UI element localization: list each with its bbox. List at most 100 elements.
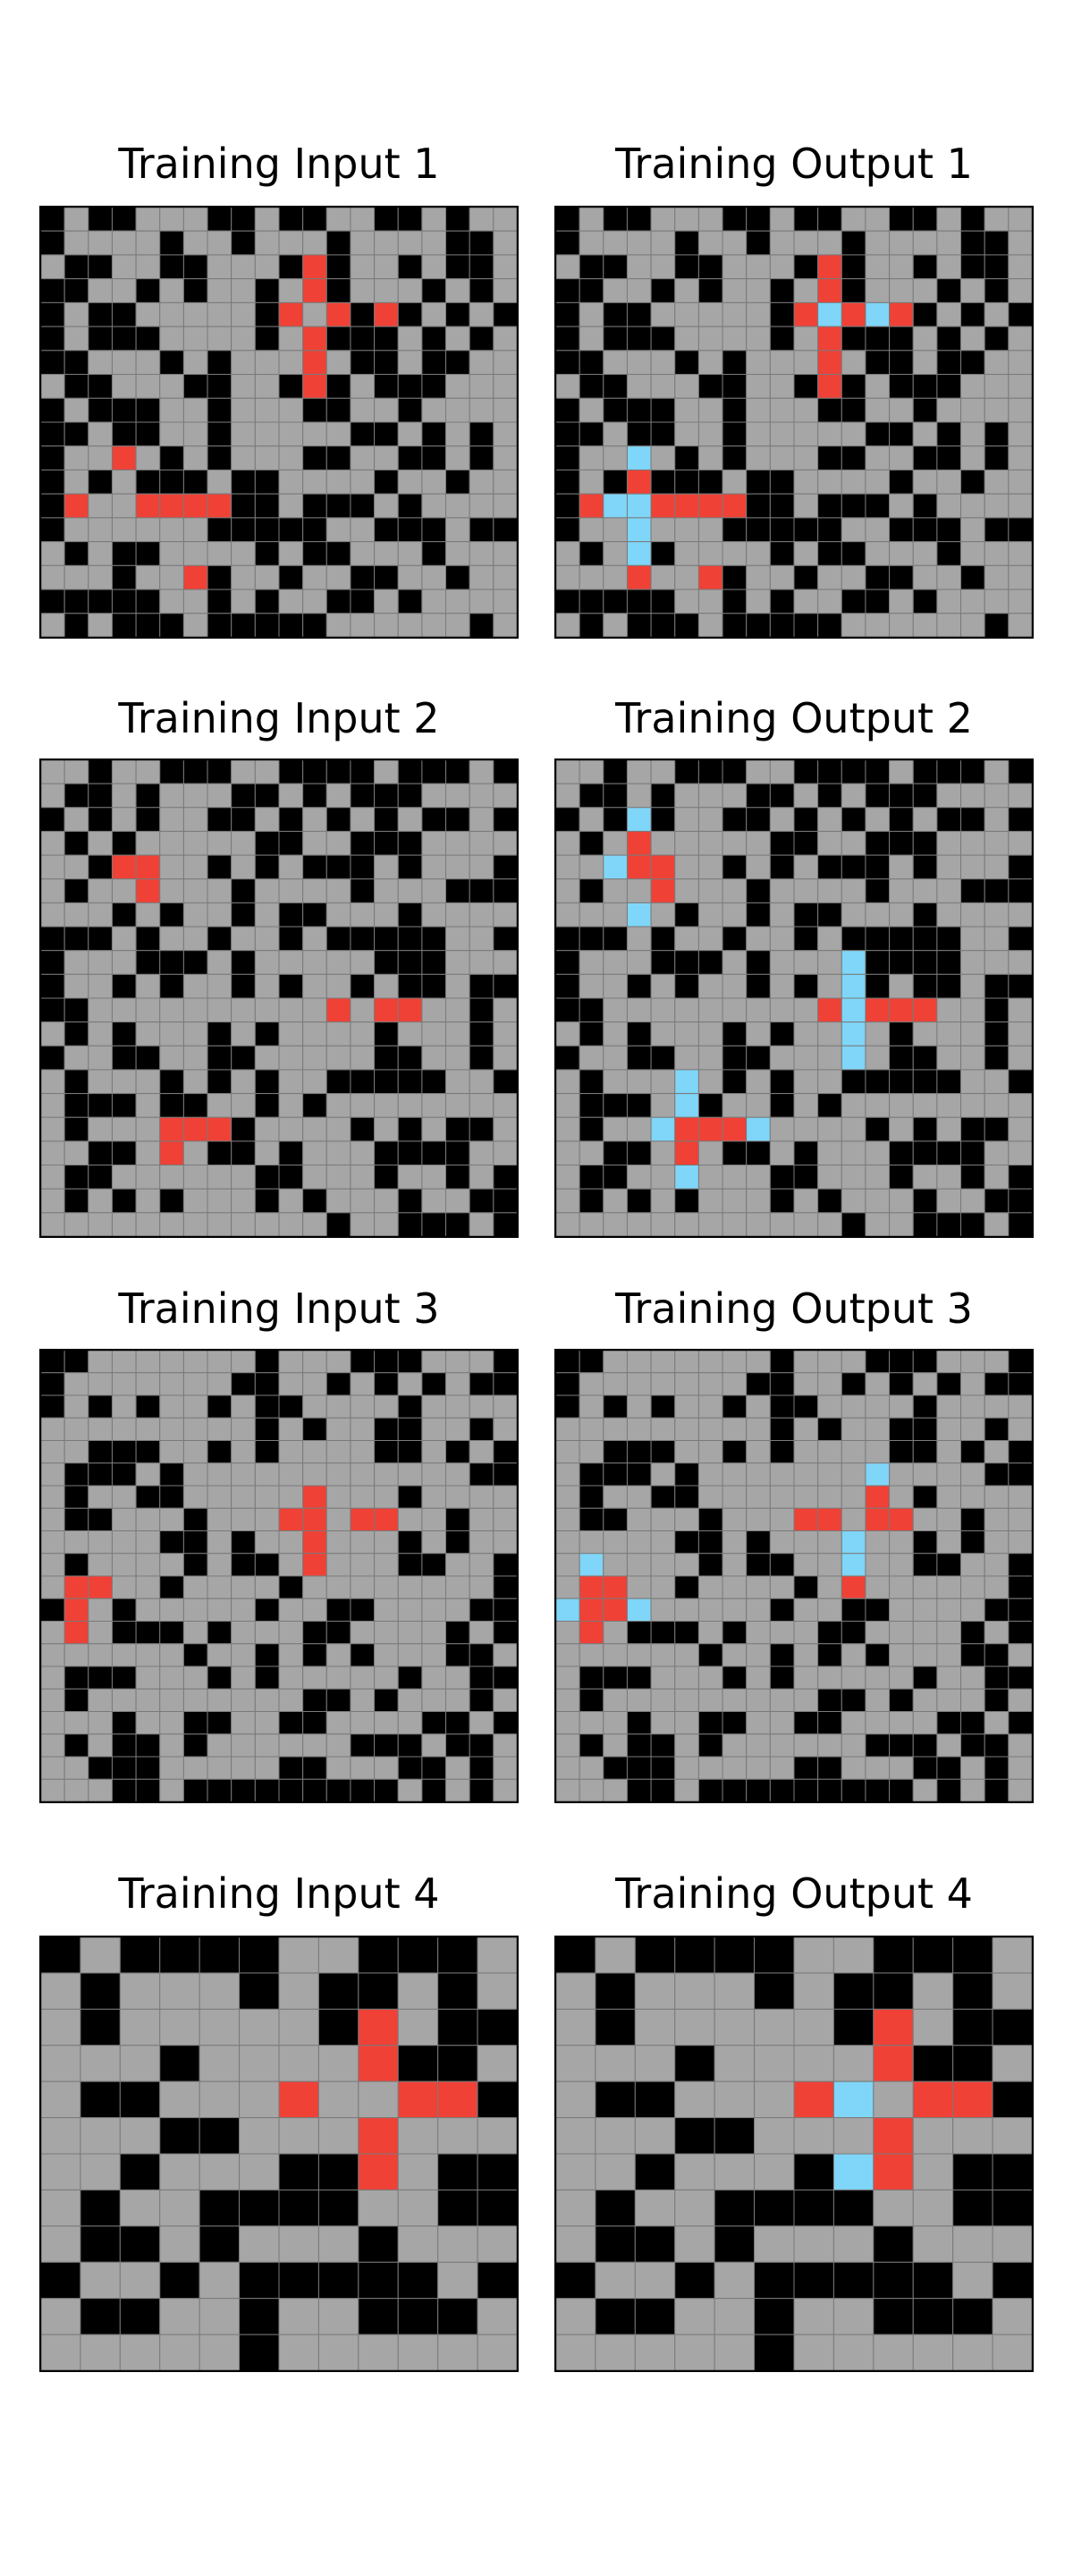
grid-cell-black bbox=[674, 230, 699, 256]
grid-cell-gray bbox=[992, 2298, 1034, 2335]
grid-cell-gray bbox=[936, 1093, 962, 1118]
grid-cell-gray bbox=[63, 950, 89, 975]
grid-cell-black bbox=[421, 278, 447, 303]
grid-cell-gray bbox=[199, 2153, 241, 2190]
grid-cell-gray bbox=[873, 2080, 914, 2119]
grid-cell-gray bbox=[746, 301, 771, 327]
grid-cell-black bbox=[603, 926, 628, 952]
grid-cell-gray bbox=[135, 997, 161, 1023]
grid-cell-gray bbox=[397, 2008, 439, 2046]
grid-cell-black bbox=[960, 1140, 985, 1166]
grid-cell-gray bbox=[445, 926, 470, 952]
grid-cell-gray bbox=[445, 1575, 470, 1599]
grid-cell-gray bbox=[674, 2080, 715, 2119]
grid-cell-black bbox=[421, 807, 447, 832]
grid-cell-red bbox=[111, 445, 137, 470]
grid-cell-black bbox=[207, 1711, 232, 1735]
grid-cell-black bbox=[80, 2080, 121, 2119]
grid-cell-black bbox=[88, 759, 113, 784]
grid-cell-black bbox=[1008, 807, 1034, 832]
grid-cell-red bbox=[722, 1116, 748, 1142]
grid-cell-black bbox=[579, 1188, 604, 1214]
grid-cell-black bbox=[841, 854, 866, 880]
grid-cell-gray bbox=[325, 1756, 351, 1780]
grid-cell-gray bbox=[135, 759, 161, 784]
grid-cell-gray bbox=[865, 1665, 891, 1690]
grid-cell-black bbox=[769, 1372, 795, 1396]
grid-cell-black bbox=[817, 397, 842, 423]
grid-cell-gray bbox=[769, 1116, 795, 1142]
grid-cell-black bbox=[793, 973, 819, 999]
grid-cell-gray bbox=[374, 1485, 399, 1509]
grid-cell-red bbox=[697, 1116, 723, 1142]
grid-cell-light-blue bbox=[746, 1116, 771, 1142]
grid-cell-gray bbox=[746, 997, 771, 1023]
grid-cell-gray bbox=[1008, 1485, 1034, 1509]
grid-cell-gray bbox=[358, 2334, 399, 2372]
grid-cell-black bbox=[960, 564, 985, 590]
grid-cell-gray bbox=[182, 1165, 208, 1190]
grid-cell-black bbox=[111, 902, 137, 928]
grid-cell-gray bbox=[769, 1507, 795, 1531]
grid-cell-gray bbox=[469, 1350, 494, 1374]
grid-cell-gray bbox=[746, 1485, 771, 1509]
grid-cell-black bbox=[317, 2261, 359, 2300]
grid-cell-gray bbox=[374, 1188, 399, 1214]
grid-cell-gray bbox=[722, 1553, 748, 1577]
grid-cell-gray bbox=[579, 950, 604, 975]
grid-cell-gray bbox=[63, 564, 89, 590]
grid-cell-black bbox=[579, 783, 604, 809]
grid-cell-gray bbox=[207, 541, 232, 566]
grid-cell-gray bbox=[302, 973, 327, 999]
grid-cell-black bbox=[1008, 1553, 1034, 1577]
grid-cell-gray bbox=[1008, 564, 1034, 590]
grid-cell-gray bbox=[302, 1575, 327, 1599]
grid-cell-black bbox=[595, 2008, 636, 2046]
grid-cell-black bbox=[397, 1140, 423, 1166]
grid-cell-gray bbox=[714, 2261, 756, 2300]
grid-cell-gray bbox=[254, 902, 280, 928]
grid-cell-gray bbox=[746, 1021, 771, 1046]
grid-cell-gray bbox=[231, 1069, 256, 1095]
grid-cell-black bbox=[555, 326, 580, 352]
grid-cell-gray bbox=[63, 469, 89, 495]
grid-cell-black bbox=[626, 1711, 652, 1735]
grid-cell-red bbox=[650, 493, 676, 519]
grid-cell-black bbox=[722, 350, 748, 376]
grid-cell-black bbox=[88, 1507, 113, 1531]
grid-cell-gray bbox=[445, 445, 470, 470]
grid-cell-gray bbox=[135, 1643, 161, 1667]
grid-cell-gray bbox=[445, 541, 470, 566]
grid-cell-black bbox=[841, 1597, 866, 1622]
grid-cell-gray bbox=[841, 1417, 866, 1441]
grid-cell-black bbox=[182, 1553, 208, 1577]
grid-cell-gray bbox=[960, 421, 985, 447]
grid-cell-black bbox=[889, 1440, 914, 1464]
grid-cell-black bbox=[769, 326, 795, 352]
grid-cell-red bbox=[697, 564, 723, 590]
grid-cell-gray bbox=[278, 1417, 304, 1441]
grid-cell-black bbox=[111, 1462, 137, 1487]
grid-cell-red bbox=[159, 1140, 184, 1166]
grid-cell-black bbox=[63, 1462, 89, 1487]
grid-cell-gray bbox=[579, 902, 604, 928]
grid-cell-gray bbox=[1008, 493, 1034, 519]
grid-cell-black bbox=[40, 350, 65, 376]
grid-cell-black bbox=[865, 854, 891, 880]
grid-cell-gray bbox=[325, 902, 351, 928]
grid-cell-gray bbox=[579, 1440, 604, 1464]
grid-cell-black bbox=[674, 469, 699, 495]
grid-cell-black bbox=[135, 1440, 161, 1464]
grid-cell-gray bbox=[674, 1733, 699, 1758]
grid-cell-gray bbox=[317, 2334, 359, 2372]
grid-cell-black bbox=[358, 2261, 399, 2300]
grid-cell-black bbox=[493, 807, 519, 832]
grid-cell-gray bbox=[555, 1188, 580, 1214]
grid-cell-gray bbox=[159, 2008, 200, 2046]
grid-cell-gray bbox=[984, 493, 1010, 519]
grid-cell-gray bbox=[63, 807, 89, 832]
grid-cell-gray bbox=[674, 783, 699, 809]
grid-cell-black bbox=[865, 1116, 891, 1142]
grid-cell-black bbox=[865, 783, 891, 809]
grid-cell-red bbox=[397, 2080, 439, 2119]
